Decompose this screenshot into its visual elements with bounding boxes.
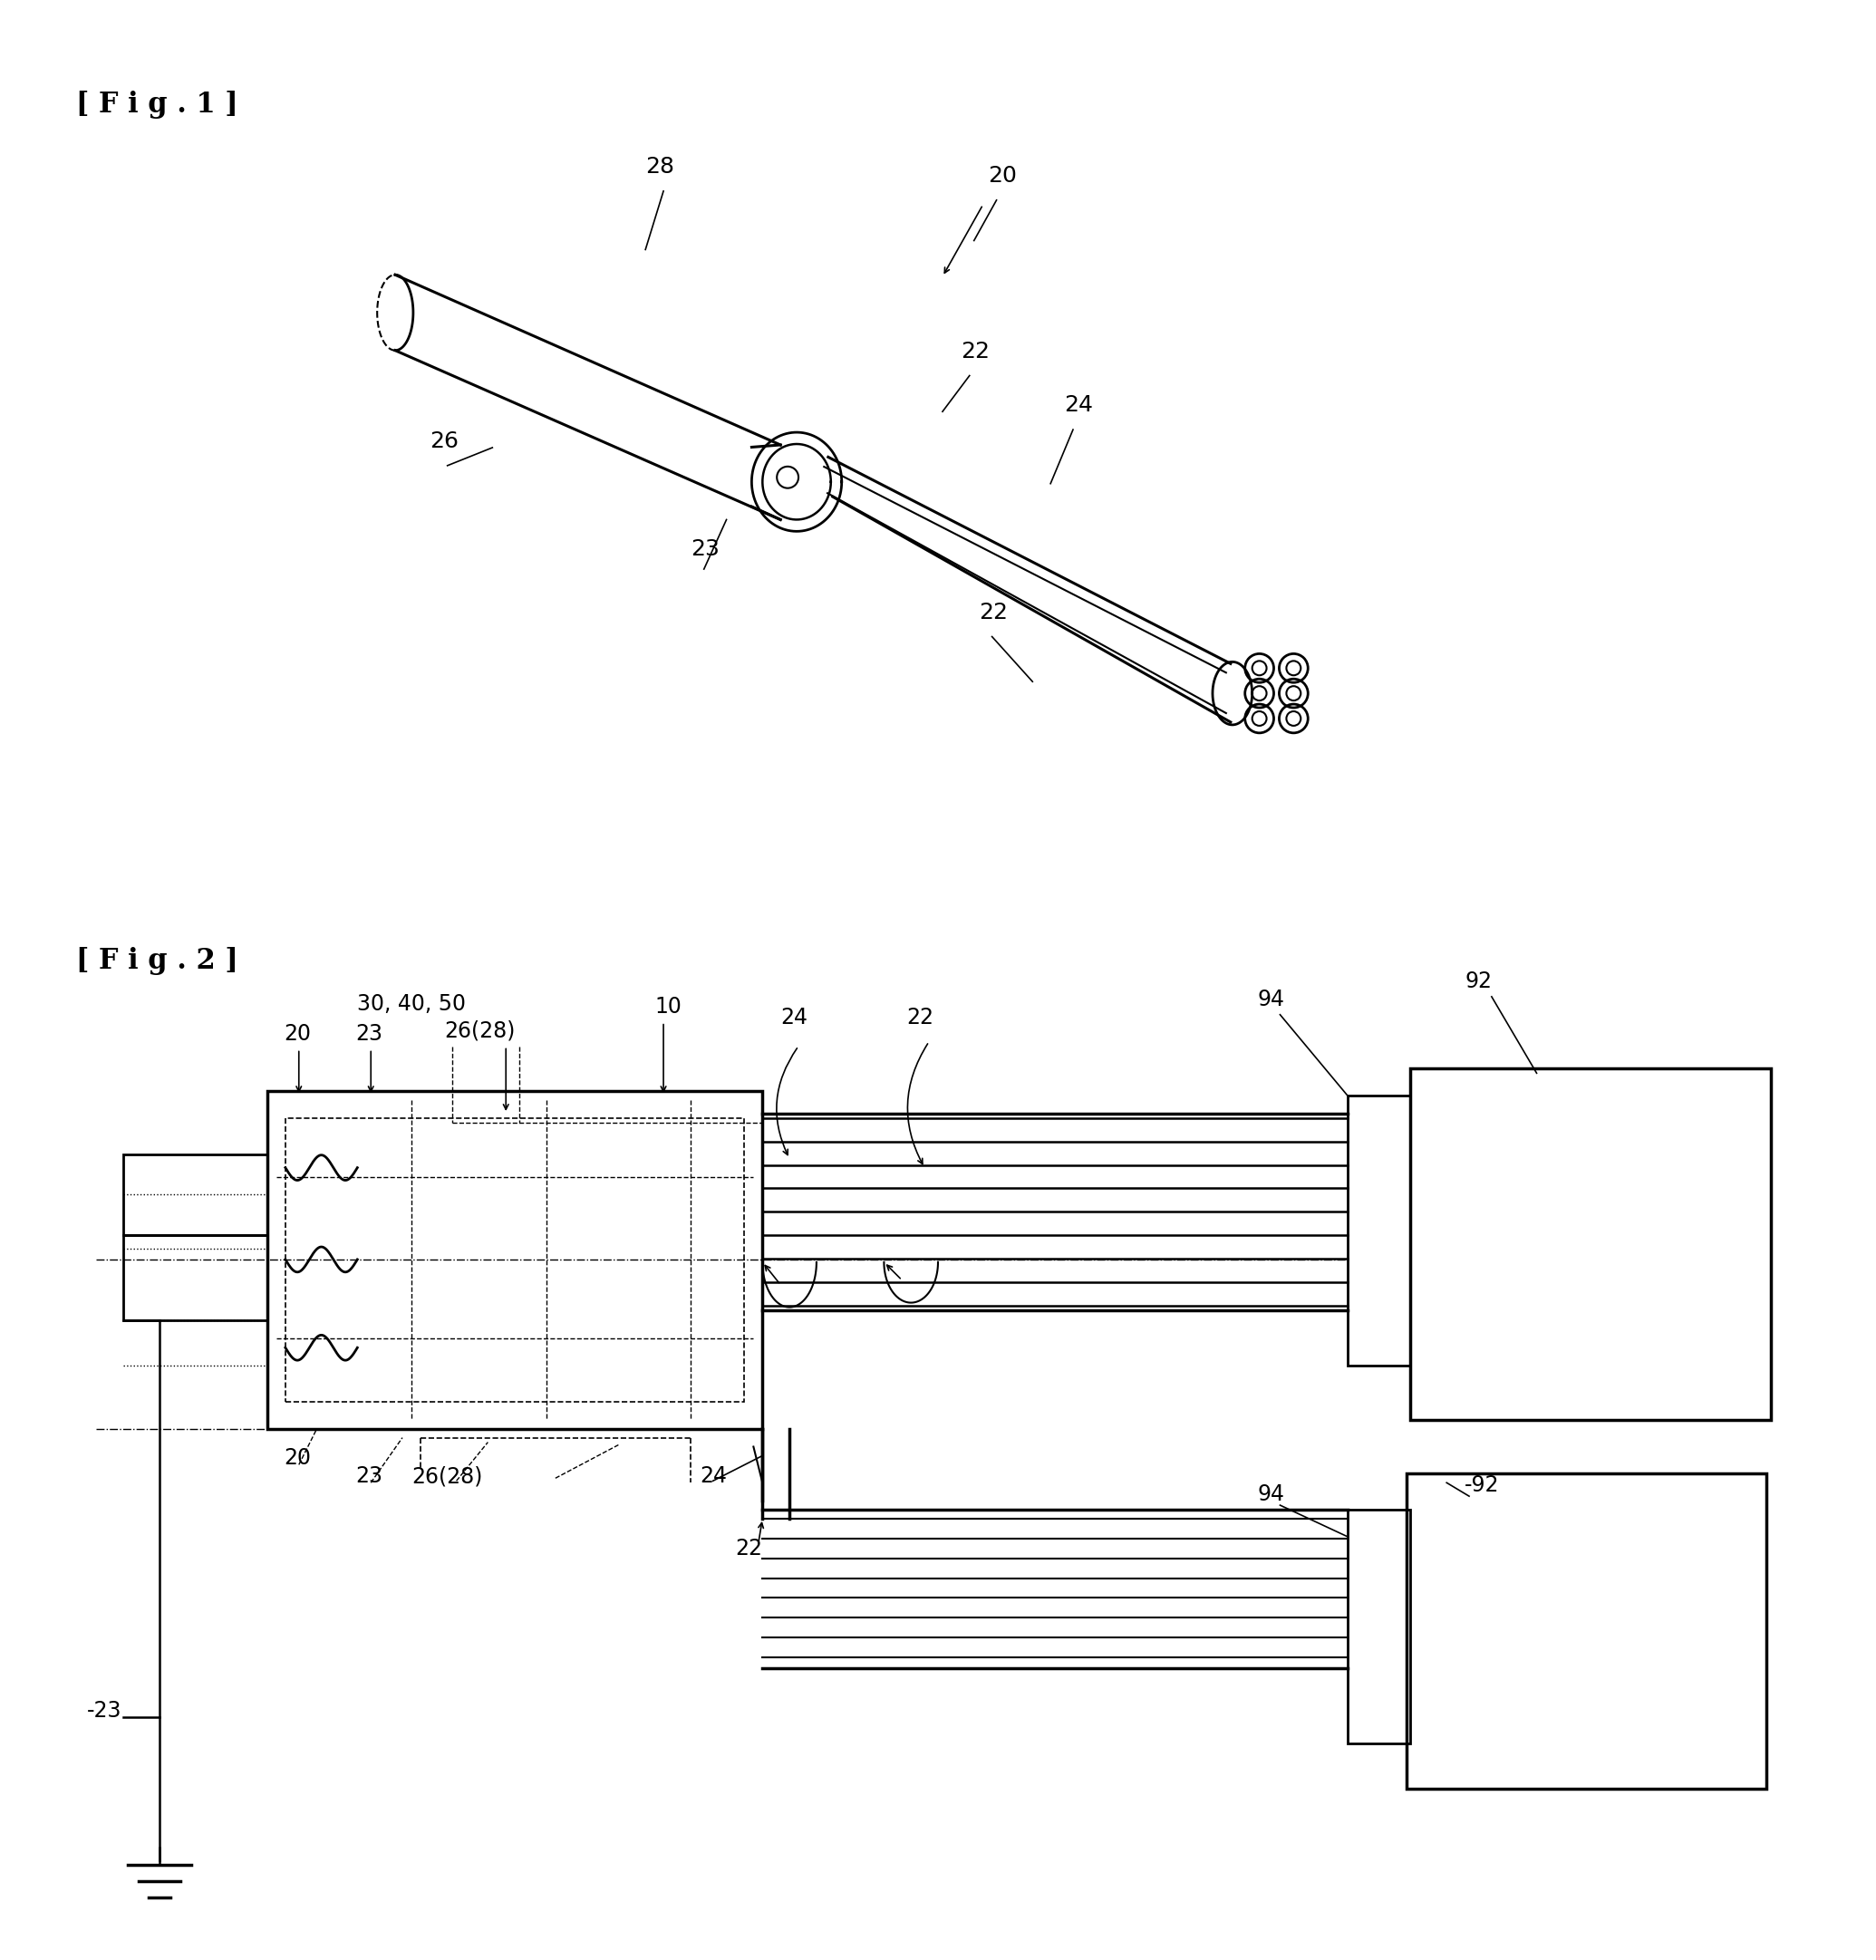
Text: 26(28): 26(28)	[411, 1466, 482, 1488]
Bar	[124, 1235, 268, 1321]
Bar	[1347, 1509, 1411, 1744]
Bar	[285, 1117, 745, 1401]
Text: 24: 24	[780, 1005, 809, 1029]
Text: 23: 23	[690, 539, 719, 561]
Bar	[1407, 1474, 1765, 1789]
Text: [ F i g . 1 ]: [ F i g . 1 ]	[77, 90, 238, 118]
Text: -23: -23	[88, 1699, 122, 1721]
Text: 24: 24	[1064, 394, 1094, 416]
Text: 26(28): 26(28)	[445, 1019, 516, 1041]
Bar	[124, 1154, 268, 1235]
Text: 28: 28	[645, 157, 675, 178]
Text: 23: 23	[356, 1023, 383, 1045]
Text: 22: 22	[735, 1537, 764, 1560]
Text: 20: 20	[283, 1448, 311, 1470]
Bar	[268, 1092, 762, 1429]
Text: [ F i g . 2 ]: [ F i g . 2 ]	[77, 947, 238, 976]
Text: 22: 22	[979, 602, 1007, 623]
Text: 94: 94	[1257, 988, 1285, 1009]
Text: 22: 22	[906, 1005, 934, 1029]
Bar	[1411, 1068, 1771, 1419]
Text: 30, 40, 50: 30, 40, 50	[356, 994, 465, 1015]
Text: 20: 20	[283, 1023, 311, 1045]
Text: 20: 20	[987, 165, 1017, 186]
Text: -92: -92	[1465, 1474, 1499, 1495]
Text: 22: 22	[961, 341, 989, 363]
Text: 10: 10	[655, 996, 681, 1017]
Text: 94: 94	[1257, 1484, 1285, 1505]
Bar	[1347, 1096, 1411, 1366]
Text: 23: 23	[356, 1466, 383, 1488]
Text: 26: 26	[430, 431, 458, 453]
Text: 24: 24	[700, 1466, 726, 1488]
Text: 92: 92	[1465, 970, 1491, 992]
